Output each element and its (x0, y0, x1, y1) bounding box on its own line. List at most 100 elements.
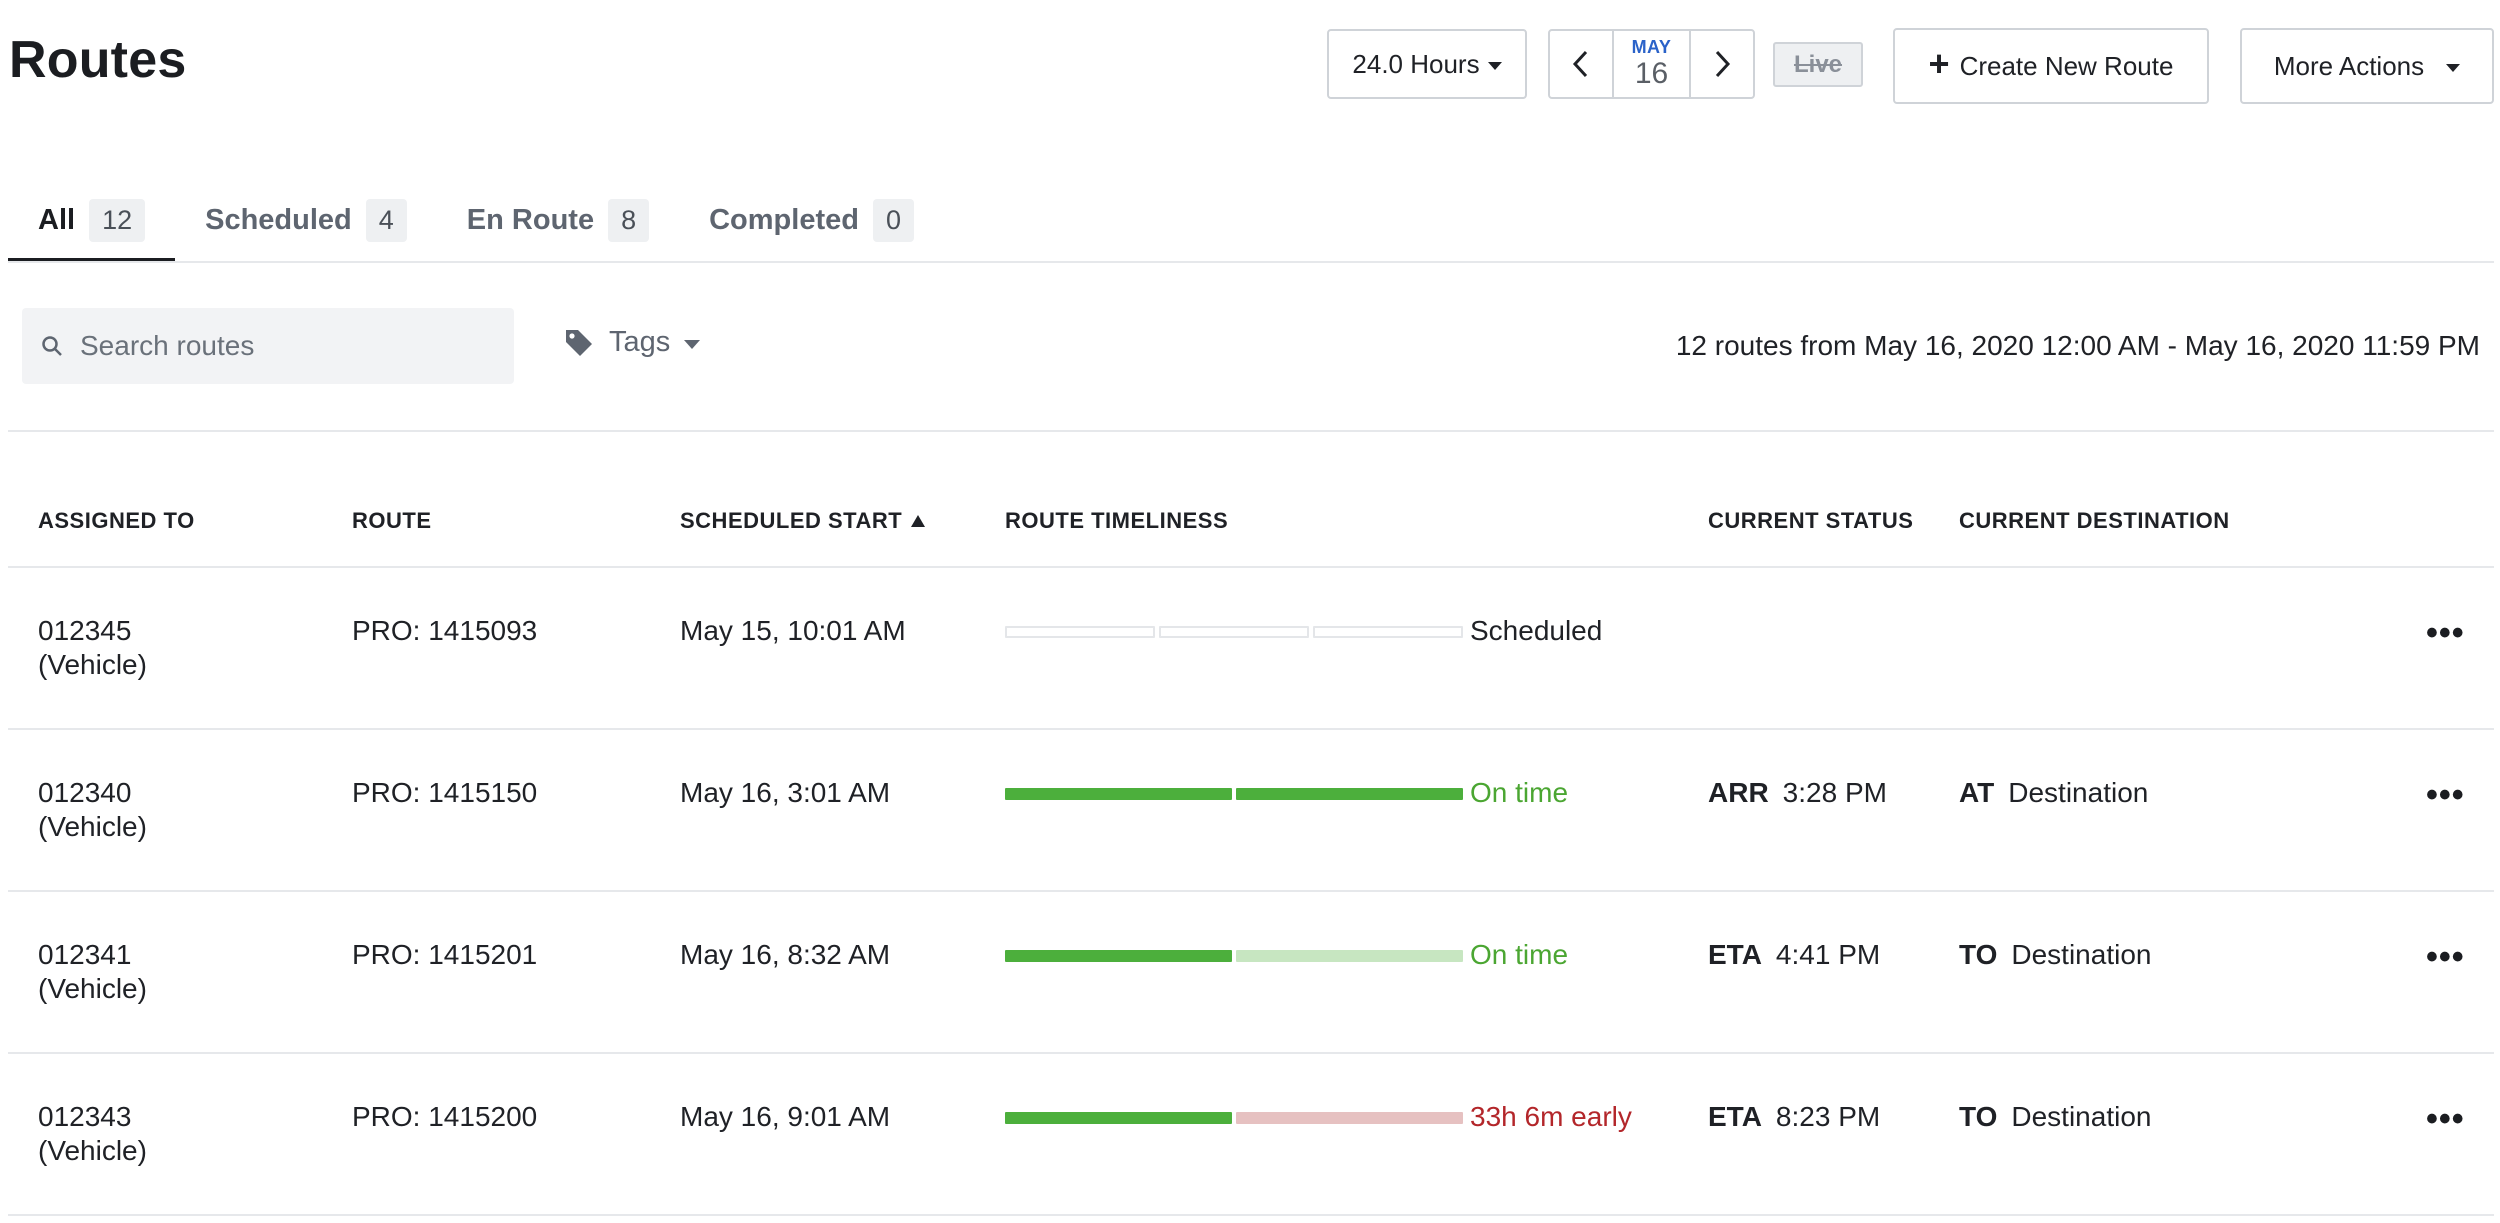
tab-count-badge: 4 (365, 198, 407, 242)
destination-tag: AT (1959, 777, 1995, 808)
more-actions-dropdown[interactable]: More Actions (2240, 28, 2494, 104)
tab-label: En Route (466, 203, 595, 236)
vehicle-type: (Vehicle) (38, 811, 147, 842)
status-tag: ETA (1708, 1101, 1762, 1132)
route-cell: PRO: 1415150 (352, 777, 538, 808)
timeliness-status: On time (1470, 939, 1569, 970)
caret-down-icon (1487, 61, 1502, 70)
tab-en-route[interactable]: En Route 8 (437, 178, 679, 262)
status-tag: ETA (1708, 939, 1762, 970)
more-actions-label: More Actions (2273, 50, 2425, 81)
caret-down-icon (684, 339, 701, 349)
scheduled-start-cell: May 16, 3:01 AM (680, 777, 891, 808)
status-tabs: All 12 Scheduled 4 En Route 8 Completed 0 (8, 178, 944, 262)
column-assigned-to[interactable]: ASSIGNED TO (38, 508, 195, 533)
column-scheduled-start[interactable]: SCHEDULED START (680, 508, 926, 534)
search-icon (42, 336, 62, 356)
timeliness-segment (1005, 1112, 1232, 1124)
table-row[interactable]: 012340 (Vehicle) PRO: 1415150 May 16, 3:01 … (8, 730, 2494, 892)
caret-down-icon (2446, 63, 2461, 72)
tab-all[interactable]: All 12 (8, 178, 176, 262)
more-dots-icon[interactable]: ••• (2426, 1100, 2465, 1138)
table-header-divider (8, 566, 2494, 568)
timeliness-segment (1159, 626, 1309, 638)
timeliness-segment (1005, 626, 1155, 638)
assigned-to-cell: 012345 (Vehicle) (38, 614, 147, 682)
timeliness-segment (1236, 788, 1463, 800)
route-cell: PRO: 1415201 (352, 939, 538, 970)
date-day: 16 (1634, 57, 1669, 90)
route-timeliness-bar (1005, 626, 1463, 638)
chevron-left-icon (1572, 50, 1588, 78)
tags-filter-dropdown[interactable]: Tags (563, 326, 701, 359)
timeliness-segment (1005, 788, 1232, 800)
scheduled-start-cell: May 15, 10:01 AM (680, 615, 906, 646)
table-row[interactable]: 012345 (Vehicle) PRO: 1415093 May 15, 10:01… (8, 568, 2494, 730)
route-cell: PRO: 1415200 (352, 1101, 538, 1132)
column-route-timeliness[interactable]: ROUTE TIMELINESS (1005, 508, 1229, 533)
assigned-to-cell: 012340 (Vehicle) (38, 776, 147, 844)
vehicle-type: (Vehicle) (38, 649, 147, 680)
page-title: Routes (9, 31, 187, 89)
vehicle-type: (Vehicle) (38, 973, 147, 1004)
more-dots-icon[interactable]: ••• (2426, 938, 2465, 976)
route-cell: PRO: 1415093 (352, 615, 538, 646)
current-status-cell: ETA 4:41 PM (1708, 938, 1880, 972)
plus-icon: + (1928, 43, 1950, 84)
tab-completed[interactable]: Completed 0 (679, 178, 944, 262)
timeliness-segment (1236, 1112, 1463, 1124)
more-dots-icon[interactable]: ••• (2426, 614, 2465, 652)
column-current-destination[interactable]: CURRENT DESTINATION (1959, 508, 2230, 533)
status-tag: ARR (1708, 777, 1769, 808)
route-timeliness-bar (1005, 950, 1463, 962)
live-toggle[interactable]: Live (1773, 42, 1863, 87)
destination-tag: TO (1959, 1101, 1998, 1132)
next-day-button[interactable] (1691, 31, 1753, 97)
destination-name: Destination (2008, 777, 2149, 808)
table-row[interactable]: 012343 (Vehicle) PRO: 1415200 May 16, 9:01 … (8, 1054, 2494, 1216)
date-picker-button[interactable]: MAY 16 (1612, 31, 1691, 97)
timeliness-status: On time (1470, 777, 1569, 808)
timeliness-segment (1005, 950, 1232, 962)
filter-divider (8, 430, 2494, 432)
search-input[interactable] (80, 330, 480, 362)
tab-label: Scheduled (205, 203, 352, 236)
tabs-divider (8, 261, 2494, 263)
hours-range-label: 24.0 Hours (1352, 48, 1480, 79)
timeliness-segment (1236, 950, 1463, 962)
status-time: 4:41 PM (1775, 939, 1881, 970)
tags-label: Tags (609, 326, 671, 358)
create-new-route-label: Create New Route (1959, 50, 2174, 81)
status-time: 8:23 PM (1775, 1101, 1881, 1132)
current-status-cell: ETA 8:23 PM (1708, 1100, 1880, 1134)
status-time: 3:28 PM (1782, 777, 1887, 808)
column-current-status[interactable]: CURRENT STATUS (1708, 508, 1914, 533)
destination-tag: TO (1959, 939, 1998, 970)
prev-day-button[interactable] (1550, 31, 1612, 97)
destination-name: Destination (2011, 939, 2152, 970)
table-row[interactable]: 012341 (Vehicle) PRO: 1415201 May 16, 8:32 … (8, 892, 2494, 1054)
timeliness-segment (1313, 626, 1463, 638)
current-destination-cell: AT Destination (1959, 776, 2148, 810)
current-destination-cell: TO Destination (1959, 938, 2151, 972)
tab-count-badge: 8 (608, 198, 650, 242)
assigned-to-cell: 012341 (Vehicle) (38, 938, 147, 1006)
table-header: ASSIGNED TO ROUTE SCHEDULED START ROUTE … (8, 508, 2494, 568)
column-route[interactable]: ROUTE (352, 508, 432, 533)
tab-count-badge: 0 (872, 198, 914, 242)
create-new-route-button[interactable]: + Create New Route (1893, 28, 2209, 104)
tab-scheduled[interactable]: Scheduled 4 (175, 178, 437, 262)
vehicle-id: 012340 (38, 777, 132, 808)
route-timeliness-bar (1005, 1112, 1463, 1124)
hours-range-dropdown[interactable]: 24.0 Hours (1327, 29, 1527, 99)
destination-name: Destination (2011, 1101, 2152, 1132)
more-dots-icon[interactable]: ••• (2426, 776, 2465, 814)
assigned-to-cell: 012343 (Vehicle) (38, 1100, 147, 1168)
search-field[interactable] (22, 308, 514, 384)
route-range-summary: 12 routes from May 16, 2020 12:00 AM - M… (1675, 330, 2480, 361)
date-month: MAY (1631, 37, 1672, 57)
route-timeliness-bar (1005, 788, 1463, 800)
current-destination-cell: TO Destination (1959, 1100, 2151, 1134)
scheduled-start-cell: May 16, 8:32 AM (680, 939, 891, 970)
vehicle-id: 012341 (38, 939, 132, 970)
